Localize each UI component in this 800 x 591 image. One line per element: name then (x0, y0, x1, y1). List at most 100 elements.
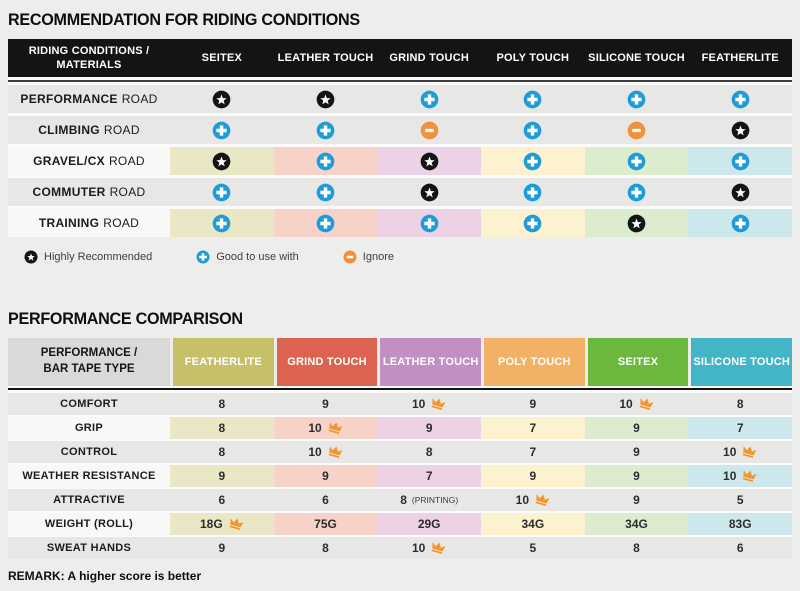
score-value: 7 (736, 421, 744, 435)
score-cell: 7 (481, 417, 585, 439)
score-value: 29G (417, 517, 441, 531)
material-column-header: LEATHER TOUCH (277, 52, 374, 64)
score-value: 7 (529, 445, 537, 459)
score: 8 (426, 445, 433, 459)
score-value: 8 (633, 541, 640, 555)
score-value: 10 (308, 445, 322, 459)
riding-table-row: PERFORMANCE ROAD (8, 85, 792, 113)
score: 6 (322, 493, 329, 507)
score-cell: 7 (688, 417, 793, 439)
recommendation-cell (481, 209, 585, 237)
score: 7 (426, 469, 433, 483)
riding-conditions-title: RECOMMENDATION FOR RIDING CONDITIONS (8, 10, 360, 29)
row-label-strong: COMMUTER (32, 185, 106, 199)
header-divider (8, 388, 792, 390)
performance-table-row: GRIP 8 10 9 7 9 7 (8, 417, 793, 439)
score-value: 8 (322, 541, 329, 555)
row-label: CLIMBING ROAD (8, 116, 170, 144)
bar-tape-column-header: SILICONE TOUCH (688, 338, 793, 386)
score: 34G (522, 517, 545, 531)
star-icon (420, 183, 439, 201)
score-cell: 34G (481, 513, 585, 535)
score: 5 (737, 493, 744, 507)
score-cell: 9 (273, 465, 378, 487)
score-cell: 6 (274, 489, 378, 511)
performance-table-row: SWEAT HANDS 9 8 10 5 8 6 (8, 537, 792, 559)
score-cell: 8 (170, 417, 274, 439)
performance-table-row: CONTROL 8 10 8 7 9 10 (8, 441, 792, 463)
row-label: COMFORT (60, 398, 118, 410)
performance-table-corner-header: PERFORMANCE / BAR TAPE TYPE (8, 338, 170, 386)
score-value: 75G (314, 517, 337, 531)
score-value: 8 (218, 421, 226, 435)
recommendation-cell (377, 116, 481, 144)
plus-icon (212, 183, 231, 201)
row-label: ATTRACTIVE (53, 494, 125, 506)
recommendation-cell (584, 209, 689, 237)
score-value: 9 (218, 469, 226, 483)
recommendation-cell (688, 116, 792, 144)
score-value: 18G (199, 517, 223, 531)
score-value: 9 (529, 397, 537, 411)
score: 8 (218, 397, 225, 411)
riding-table-corner-header: RIDING CONDITIONS / MATERIALS (8, 39, 170, 77)
score-value: 9 (633, 493, 640, 507)
recommendation-cell (170, 116, 274, 144)
performance-table-body: COMFORT 8 9 10 9 10 8 GRIP 8 10 9 7 9 7 CONTROL 8 10 8 7 9 1… (8, 393, 793, 559)
row-label-rest: ROAD (103, 216, 140, 230)
material-column-header: FEATHERLITE (701, 52, 779, 64)
score: 8 (322, 541, 329, 555)
score: 10 (308, 445, 343, 459)
recommendation-cell (377, 85, 481, 113)
score-value: 10 (308, 421, 322, 435)
recommendation-cell (688, 85, 792, 113)
riding-table-row: CLIMBING ROAD (8, 116, 792, 144)
score: 7 (530, 445, 537, 459)
score: 9 (530, 469, 537, 483)
plus-icon (316, 214, 335, 232)
crown-icon (328, 446, 343, 458)
plus-icon (731, 152, 750, 170)
bar-tape-column-header: FEATHERLITE (170, 338, 274, 386)
score-cell: 10 (377, 537, 481, 559)
score: 18G (200, 517, 244, 531)
row-label: CONTROL (60, 446, 118, 458)
score-value: 83G (728, 517, 752, 531)
recommendation-cell (274, 178, 378, 206)
score-value: 6 (218, 493, 226, 507)
star-icon (212, 90, 231, 108)
score-cell: 10 (481, 489, 585, 511)
score-cell: 7 (481, 441, 585, 463)
performance-table-header-row: PERFORMANCE / BAR TAPE TYPE FEATHERLITE G… (8, 338, 793, 386)
recommendation-cell (273, 209, 378, 237)
score-cell: 18G (170, 513, 274, 535)
score-value: 8 (736, 397, 744, 411)
row-label-strong: CLIMBING (38, 123, 100, 137)
score-cell: 8 (170, 441, 274, 463)
crown-icon (229, 518, 244, 530)
score-value: 10 (723, 469, 737, 483)
recommendation-cell (274, 116, 378, 144)
score: 9 (633, 421, 640, 435)
performance-table-row: WEIGHT (ROLL) 18G 75G 29G 34G 34G 83G (8, 513, 793, 535)
score-cell: 9 (481, 393, 585, 415)
score: 7 (737, 421, 744, 435)
material-column-header: SEITEX (201, 52, 242, 64)
recommendation-cell (585, 178, 689, 206)
score-value: 7 (529, 421, 537, 435)
row-label: GRIP (8, 417, 170, 439)
score-cell: 6 (170, 489, 274, 511)
score-cell: 8 (585, 537, 689, 559)
score-cell: 10 (688, 465, 793, 487)
legend-label: Ignore (362, 251, 394, 263)
row-label-strong: TRAINING (38, 216, 100, 230)
legend-item: Good to use with (196, 250, 299, 264)
score: 8 (218, 421, 225, 435)
score-value: 9 (529, 469, 537, 483)
score-value: 8 (218, 445, 226, 459)
score-cell: 75G (273, 513, 378, 535)
plus-icon (731, 90, 750, 108)
score: 10 (723, 469, 757, 483)
recommendation-cell (688, 209, 793, 237)
legend-label: Good to use with (216, 251, 299, 263)
